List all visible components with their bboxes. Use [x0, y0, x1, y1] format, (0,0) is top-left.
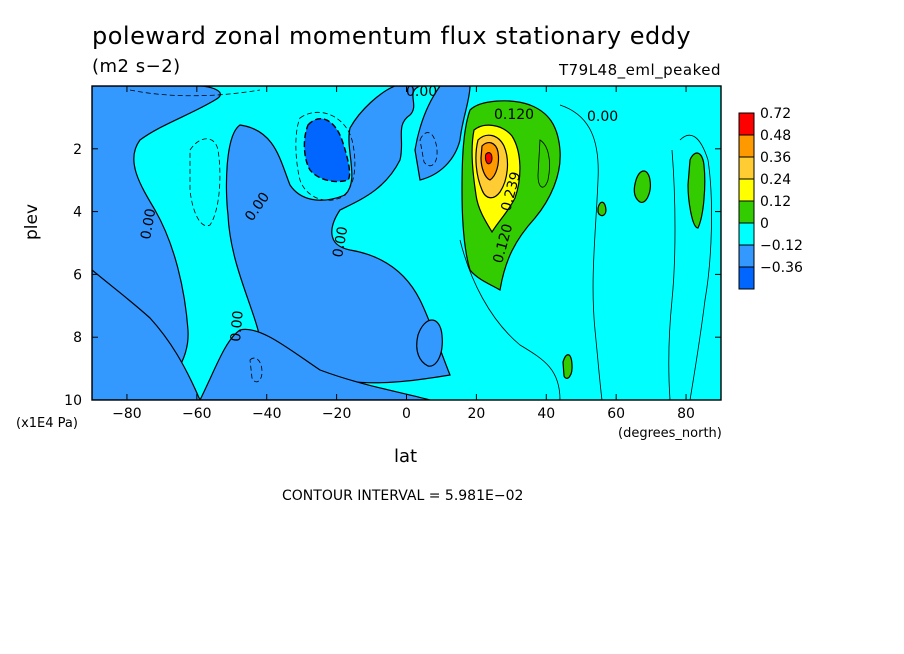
colorbar: 0.72 0.48 0.36 0.24 0.12 0 −0.12 −0.36 [738, 106, 803, 290]
x-axis-label: lat [394, 446, 418, 467]
x-tick-label: −60 [182, 406, 212, 422]
dashed-contour-2 [295, 111, 356, 201]
x-tick-label: 20 [467, 406, 485, 422]
contour-label-7: 0.120 [494, 107, 534, 123]
chart-title: poleward zonal momentum flux stationary … [92, 22, 692, 50]
colorbar-label: −0.36 [760, 260, 803, 276]
x-tick-label: −40 [252, 406, 282, 422]
y-axis-ticks: 2 4 6 8 10 [64, 142, 721, 409]
red-region [484, 152, 493, 165]
negative-regions [92, 86, 471, 400]
green-region-east2 [687, 152, 706, 229]
x-tick-label: −80 [112, 406, 142, 422]
solid-contour-5 [537, 139, 550, 188]
x-tick-label: 60 [607, 406, 625, 422]
colorbar-swatch [738, 134, 755, 158]
y-tick-label: 8 [73, 330, 82, 346]
contour-field [92, 86, 721, 400]
negative-region-poleward [414, 86, 471, 181]
run-label: T79L48_eml_peaked [558, 61, 721, 79]
x-tick-label: 40 [537, 406, 555, 422]
solid-contour-4 [459, 239, 561, 400]
contour-label-6: 0.00 [228, 310, 247, 342]
colorbar-label: 0 [760, 216, 769, 232]
negative-region-southwest [92, 269, 201, 400]
colorbar-swatch [738, 156, 755, 180]
thin-contours [129, 89, 712, 400]
colorbar-label: 0.36 [760, 150, 791, 166]
y-tick-label: 6 [73, 267, 82, 283]
contour-label-3: 0.00 [138, 207, 159, 240]
solid-contour-2 [679, 134, 712, 400]
colorbar-label: 0.72 [760, 106, 791, 122]
colorbar-swatch [738, 112, 755, 136]
x-axis-units: (degrees_north) [618, 426, 722, 441]
chart-units: (m2 s−2) [92, 56, 181, 77]
y-tick-label: 2 [73, 142, 82, 158]
y-tick-label: 10 [64, 393, 82, 409]
colorbar-swatch [738, 222, 755, 246]
contour-interval: CONTOUR INTERVAL = 5.981E−02 [282, 488, 524, 504]
dashed-contour-3 [129, 89, 261, 97]
x-axis-ticks: −80 −60 −40 −20 0 20 40 60 80 [112, 86, 695, 422]
x-tick-label: −20 [322, 406, 352, 422]
colorbar-label: −0.12 [760, 238, 803, 254]
x-tick-label: 80 [677, 406, 695, 422]
colorbar-swatch [738, 266, 755, 290]
negative-region-small [416, 319, 443, 367]
contour-label-5: 0.00 [330, 225, 351, 258]
dashed-contour-5 [419, 132, 438, 167]
green-region-small2 [562, 354, 573, 379]
contour-label-1: 0.00 [406, 84, 437, 100]
colorbar-label: 0.24 [760, 172, 791, 188]
green-region-east1 [633, 170, 651, 203]
colorbar-swatch [738, 178, 755, 202]
solid-contour-3 [668, 149, 676, 400]
contour-label-2: 0.00 [587, 109, 618, 125]
colorbar-label: 0.48 [760, 128, 791, 144]
x-tick-label: 0 [402, 406, 411, 422]
dashed-contour-1 [189, 138, 221, 227]
colorbar-swatch [738, 244, 755, 268]
colorbar-label: 0.12 [760, 194, 791, 210]
y-axis-units: (x1E4 Pa) [16, 416, 78, 431]
solid-contour-1 [559, 104, 603, 400]
dark-blue-region [303, 118, 351, 183]
green-region-small1 [597, 201, 607, 217]
negative-region-south [199, 328, 431, 400]
colorbar-swatch [738, 200, 755, 224]
y-tick-label: 4 [73, 205, 82, 221]
